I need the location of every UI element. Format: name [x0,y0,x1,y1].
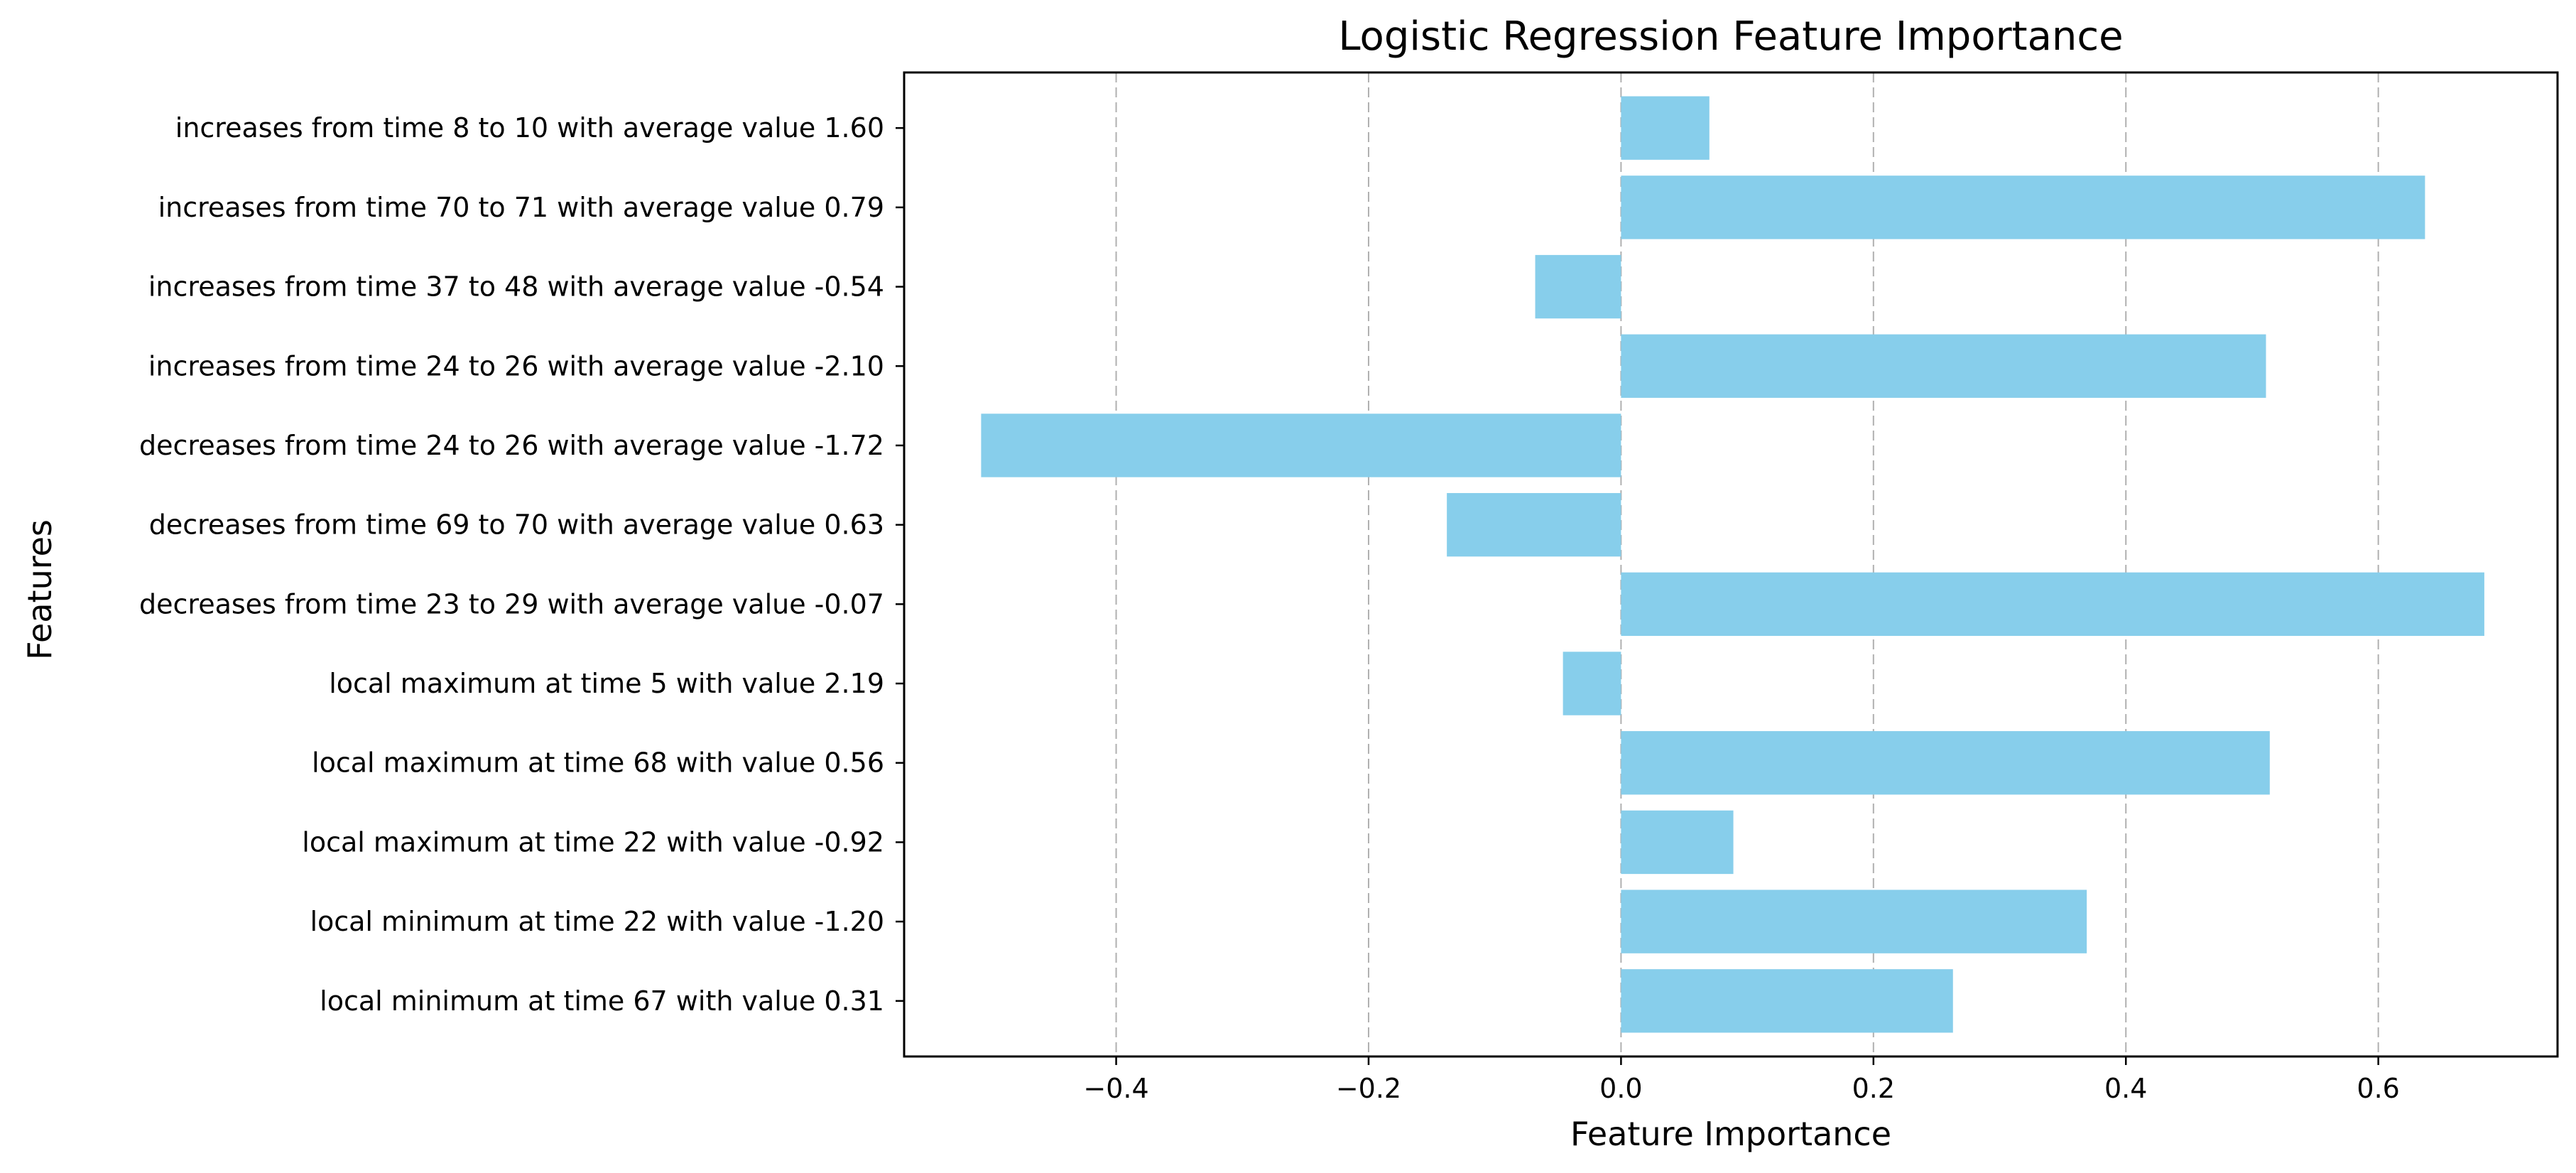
x-tick-label: 0.0 [1599,1073,1642,1104]
x-tick-label: −0.2 [1336,1073,1401,1104]
bar [1621,334,2266,398]
x-axis-ticks: −0.4 −0.2 0.0 0.2 0.4 0.6 [1083,1056,2400,1104]
y-tick-label: decreases from time 23 to 29 with averag… [139,588,884,620]
y-axis-label: Features [21,519,59,660]
x-axis-label: Feature Importance [1570,1115,1891,1153]
y-tick-label: increases from time 8 to 10 with average… [175,112,884,144]
x-tick-label: 0.4 [2104,1073,2147,1104]
y-tick-label: increases from time 37 to 48 with averag… [148,271,884,303]
bar [1621,572,2484,637]
bar [1447,492,1621,557]
x-tick-label: 0.2 [1852,1073,1895,1104]
x-tick-label: 0.6 [2357,1073,2399,1104]
bar [1535,254,1621,319]
bar [1621,731,2270,795]
y-axis-ticks: local minimum at time 67 with value 0.31… [139,112,904,1017]
bar [1621,969,1953,1033]
y-tick-label: decreases from time 69 to 70 with averag… [149,509,884,541]
y-tick-label: decreases from time 24 to 26 with averag… [139,430,884,461]
y-tick-label: local minimum at time 67 with value 0.31 [320,985,884,1017]
y-tick-label: local maximum at time 68 with value 0.56 [312,747,884,779]
bar [1563,652,1621,715]
y-tick-label: local maximum at time 22 with value -0.9… [302,826,884,858]
bar [1621,890,2087,953]
bar [1621,175,2425,239]
bar [981,413,1621,477]
bar [1621,96,1710,160]
y-tick-label: local minimum at time 22 with value -1.2… [310,906,884,937]
plot-area-frame [903,71,2559,1058]
bars [981,96,2484,1033]
y-tick-label: increases from time 24 to 26 with averag… [148,350,884,382]
y-tick-label: increases from time 70 to 71 with averag… [158,192,884,223]
y-tick-label: local maximum at time 5 with value 2.19 [329,668,884,699]
chart-title: Logistic Regression Feature Importance [1338,13,2123,60]
bar [1621,810,1734,875]
x-tick-label: −0.4 [1083,1073,1148,1104]
